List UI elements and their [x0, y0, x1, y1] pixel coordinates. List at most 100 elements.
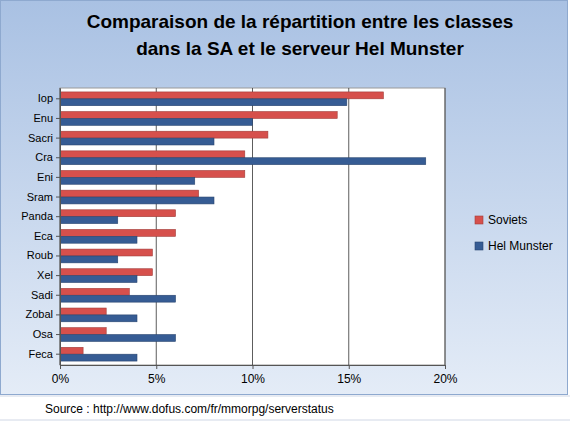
y-tick-label: Panda	[21, 210, 54, 222]
y-tick-mark	[56, 236, 60, 237]
bar	[60, 197, 214, 204]
y-tick: Panda	[21, 210, 60, 222]
cell-line	[0, 420, 570, 421]
bar	[60, 229, 176, 236]
cell-line	[0, 396, 570, 397]
bar	[60, 151, 245, 158]
legend-label: Hel Munster	[488, 239, 553, 253]
bar	[60, 249, 152, 256]
y-tick: Enu	[33, 112, 60, 124]
title: Comparaison de la répartition entre les …	[87, 11, 514, 59]
bar	[60, 354, 137, 361]
x-axis: 0% 5% 10% 15% 20%	[52, 365, 458, 386]
y-tick: Iop	[38, 92, 60, 104]
x-tick: 15%	[337, 365, 361, 386]
bar	[60, 335, 176, 342]
legend-swatch	[475, 242, 483, 250]
y-tick-label: Osa	[33, 328, 54, 340]
x-tick: 5%	[148, 365, 166, 386]
bar	[60, 308, 106, 315]
y-tick: Sadi	[31, 289, 60, 301]
bar	[60, 276, 137, 283]
bar	[60, 131, 268, 138]
y-tick-mark	[56, 118, 60, 119]
bar	[60, 158, 426, 165]
grid-line	[252, 88, 253, 365]
y-tick-mark	[56, 197, 60, 198]
y-tick: Sacri	[28, 132, 60, 144]
source-note: Source : http://www.dofus.com/fr/mmorpg/…	[45, 402, 334, 416]
bar	[60, 236, 137, 243]
y-tick-label: Sram	[27, 191, 53, 203]
bar	[60, 217, 118, 224]
bar	[60, 347, 83, 354]
y-tick-mark	[56, 354, 60, 355]
y-tick-label: Xel	[37, 269, 53, 281]
bar	[60, 328, 106, 335]
y-tick-mark	[56, 138, 60, 139]
y-tick: Roub	[27, 249, 60, 261]
x-axis-line	[61, 366, 446, 370]
y-tick-mark	[56, 314, 60, 315]
y-tick: Feca	[29, 348, 60, 360]
x-tick-label: 0%	[52, 372, 70, 386]
x-tick-mark	[445, 365, 446, 369]
legend-label: Soviets	[488, 213, 527, 227]
x-tick-label: 10%	[241, 372, 265, 386]
bar	[60, 288, 129, 295]
y-tick-label: Iop	[38, 92, 53, 104]
y-axis: Iop Enu Sacri Cra Eni Sram Panda Eca Roub Xel Sadi…	[21, 89, 60, 366]
y-tick: Eca	[34, 230, 60, 242]
bar	[60, 99, 347, 106]
bar	[60, 315, 137, 322]
y-tick: Eni	[37, 171, 60, 183]
bar	[60, 295, 176, 302]
bar	[60, 210, 176, 217]
y-tick-mark	[56, 334, 60, 335]
y-tick: Cra	[35, 151, 60, 163]
bar	[60, 190, 199, 197]
x-tick: 10%	[241, 365, 265, 386]
bars	[60, 92, 426, 361]
x-tick-label: 15%	[337, 372, 361, 386]
y-tick-label: Eni	[37, 171, 53, 183]
y-tick: Xel	[37, 269, 60, 281]
y-tick-mark	[56, 177, 60, 178]
grid-line	[445, 88, 446, 365]
y-tick-label: Sadi	[31, 289, 53, 301]
x-tick-label: 20%	[433, 372, 457, 386]
bar	[60, 269, 152, 276]
y-tick-mark	[56, 295, 60, 296]
plot-area	[60, 88, 445, 365]
y-tick-mark	[56, 98, 60, 99]
y-tick-label: Eca	[34, 230, 54, 242]
x-tick-mark	[253, 365, 254, 369]
bar	[60, 256, 118, 263]
grid-line	[348, 88, 349, 365]
y-tick-label: Sacri	[28, 132, 53, 144]
bar	[60, 112, 337, 119]
y-tick-label: Feca	[29, 348, 54, 360]
grid-line	[60, 88, 61, 365]
legend-swatch	[475, 216, 483, 224]
bar	[60, 92, 383, 99]
y-tick-mark	[56, 216, 60, 217]
bar	[60, 138, 214, 145]
y-tick-mark	[56, 275, 60, 276]
y-tick-mark	[56, 157, 60, 158]
y-tick: Zobal	[25, 308, 60, 320]
x-tick-mark	[156, 365, 157, 369]
bar	[60, 171, 245, 178]
bar	[60, 118, 253, 125]
x-tick-mark	[349, 365, 350, 369]
x-tick-mark	[60, 365, 61, 369]
y-tick: Osa	[33, 328, 60, 340]
legend: Soviets Hel Munster	[475, 213, 553, 253]
y-tick-label: Zobal	[25, 308, 53, 320]
y-tick-mark	[56, 255, 60, 256]
y-axis-line	[60, 89, 61, 366]
y-tick-label: Roub	[27, 249, 53, 261]
x-tick-label: 5%	[148, 372, 166, 386]
y-tick-label: Cra	[35, 151, 54, 163]
y-tick-label: Enu	[33, 112, 53, 124]
